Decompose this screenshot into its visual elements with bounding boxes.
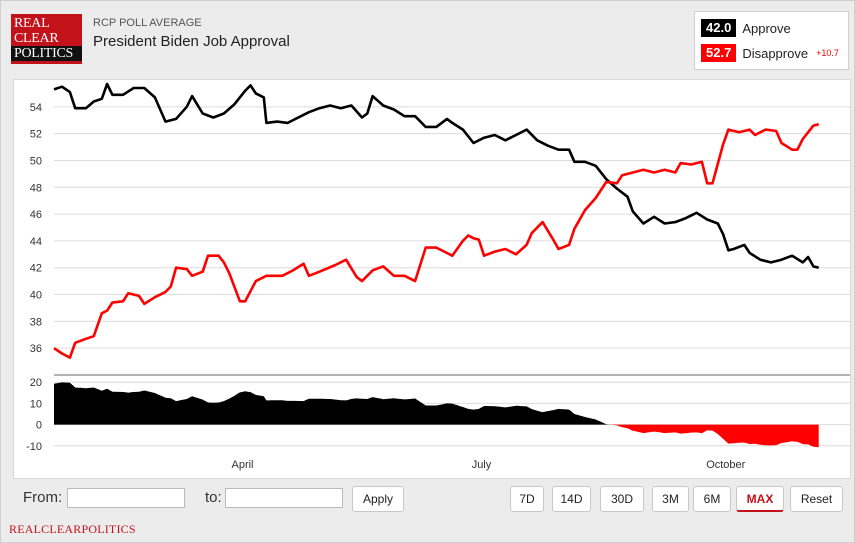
main-y-tick-label: 50 (30, 155, 42, 167)
spread-layer (54, 382, 819, 448)
footer-brand: REALCLEARPOLITICS (9, 522, 136, 536)
main-gridlines (54, 106, 850, 349)
logo-line: CLEAR (14, 31, 59, 46)
spread-y-tick-label: 10 (30, 398, 42, 410)
legend-disapprove: 52.7 Disapprove +10.7 (701, 44, 839, 62)
main-y-tick-label: 44 (30, 236, 42, 248)
disapprove-value: 52.7 (701, 44, 737, 62)
main-y-tick-label: 38 (30, 316, 42, 328)
range-14d-button[interactable]: 14D (552, 486, 591, 512)
reset-button[interactable]: Reset (790, 486, 843, 512)
range-3m-button[interactable]: 3M (652, 486, 689, 512)
range-30d-button[interactable]: 30D (600, 486, 644, 512)
main-y-tick-label: 54 (30, 102, 42, 114)
x-tick-label: October (706, 459, 745, 471)
chart-panel: 36 38 40 42 44 46 48 50 52 54 20 10 0 -10 April July O… (13, 79, 851, 479)
series-line-disapprove (53, 122, 820, 359)
poll-kicker: RCP POLL AVERAGE (93, 17, 202, 29)
main-y-tick-label: 42 (30, 263, 42, 275)
spread-area-positive (54, 382, 819, 425)
from-label: From: (23, 489, 63, 506)
poll-title: President Biden Job Approval (93, 33, 290, 50)
range-6m-button[interactable]: 6M (693, 486, 731, 512)
approve-value: 42.0 (701, 19, 737, 37)
legend-approve: 42.0 Approve (701, 19, 791, 37)
main-y-tick-label: 36 (30, 343, 42, 355)
series-layer (53, 82, 820, 359)
x-tick-label: July (472, 459, 492, 471)
spread-y-axis: 20 10 0 -10 (26, 377, 42, 453)
chart-svg: 36 38 40 42 44 46 48 50 52 54 20 10 0 -10 April July O… (26, 82, 850, 471)
to-label: to: (205, 489, 222, 506)
range-7d-button[interactable]: 7D (510, 486, 544, 512)
logo-line: REAL (14, 16, 50, 31)
main-y-tick-label: 46 (30, 209, 42, 221)
apply-button[interactable]: Apply (352, 486, 404, 512)
x-axis: April July October (232, 459, 746, 471)
main-y-tick-label: 48 (30, 182, 42, 194)
spread-y-tick-label: -10 (26, 441, 42, 453)
series-line-approve (53, 82, 820, 269)
rcp-logo: REAL CLEAR POLITICS (11, 14, 82, 64)
logo-line: POLITICS (11, 46, 82, 61)
main-y-axis: 36 38 40 42 44 46 48 50 52 54 (30, 102, 42, 355)
disapprove-label: Disapprove (742, 45, 809, 61)
spread-value: +10.7 (816, 48, 839, 58)
range-max-button[interactable]: MAX (736, 486, 784, 512)
spread-y-tick-label: 20 (30, 377, 42, 389)
to-date-input[interactable] (225, 488, 343, 508)
main-y-tick-label: 40 (30, 290, 42, 302)
approve-label: Approve (742, 20, 791, 36)
x-tick-label: April (232, 459, 254, 471)
legend: 42.0 Approve 52.7 Disapprove +10.7 (694, 11, 849, 70)
spread-y-tick-label: 0 (36, 420, 42, 432)
main-y-tick-label: 52 (30, 129, 42, 141)
spread-area-negative (54, 424, 819, 448)
controls-bar: From: to: Apply 7D 14D 30D 3M 6M MAX Res… (13, 483, 849, 515)
from-date-input[interactable] (67, 488, 185, 508)
